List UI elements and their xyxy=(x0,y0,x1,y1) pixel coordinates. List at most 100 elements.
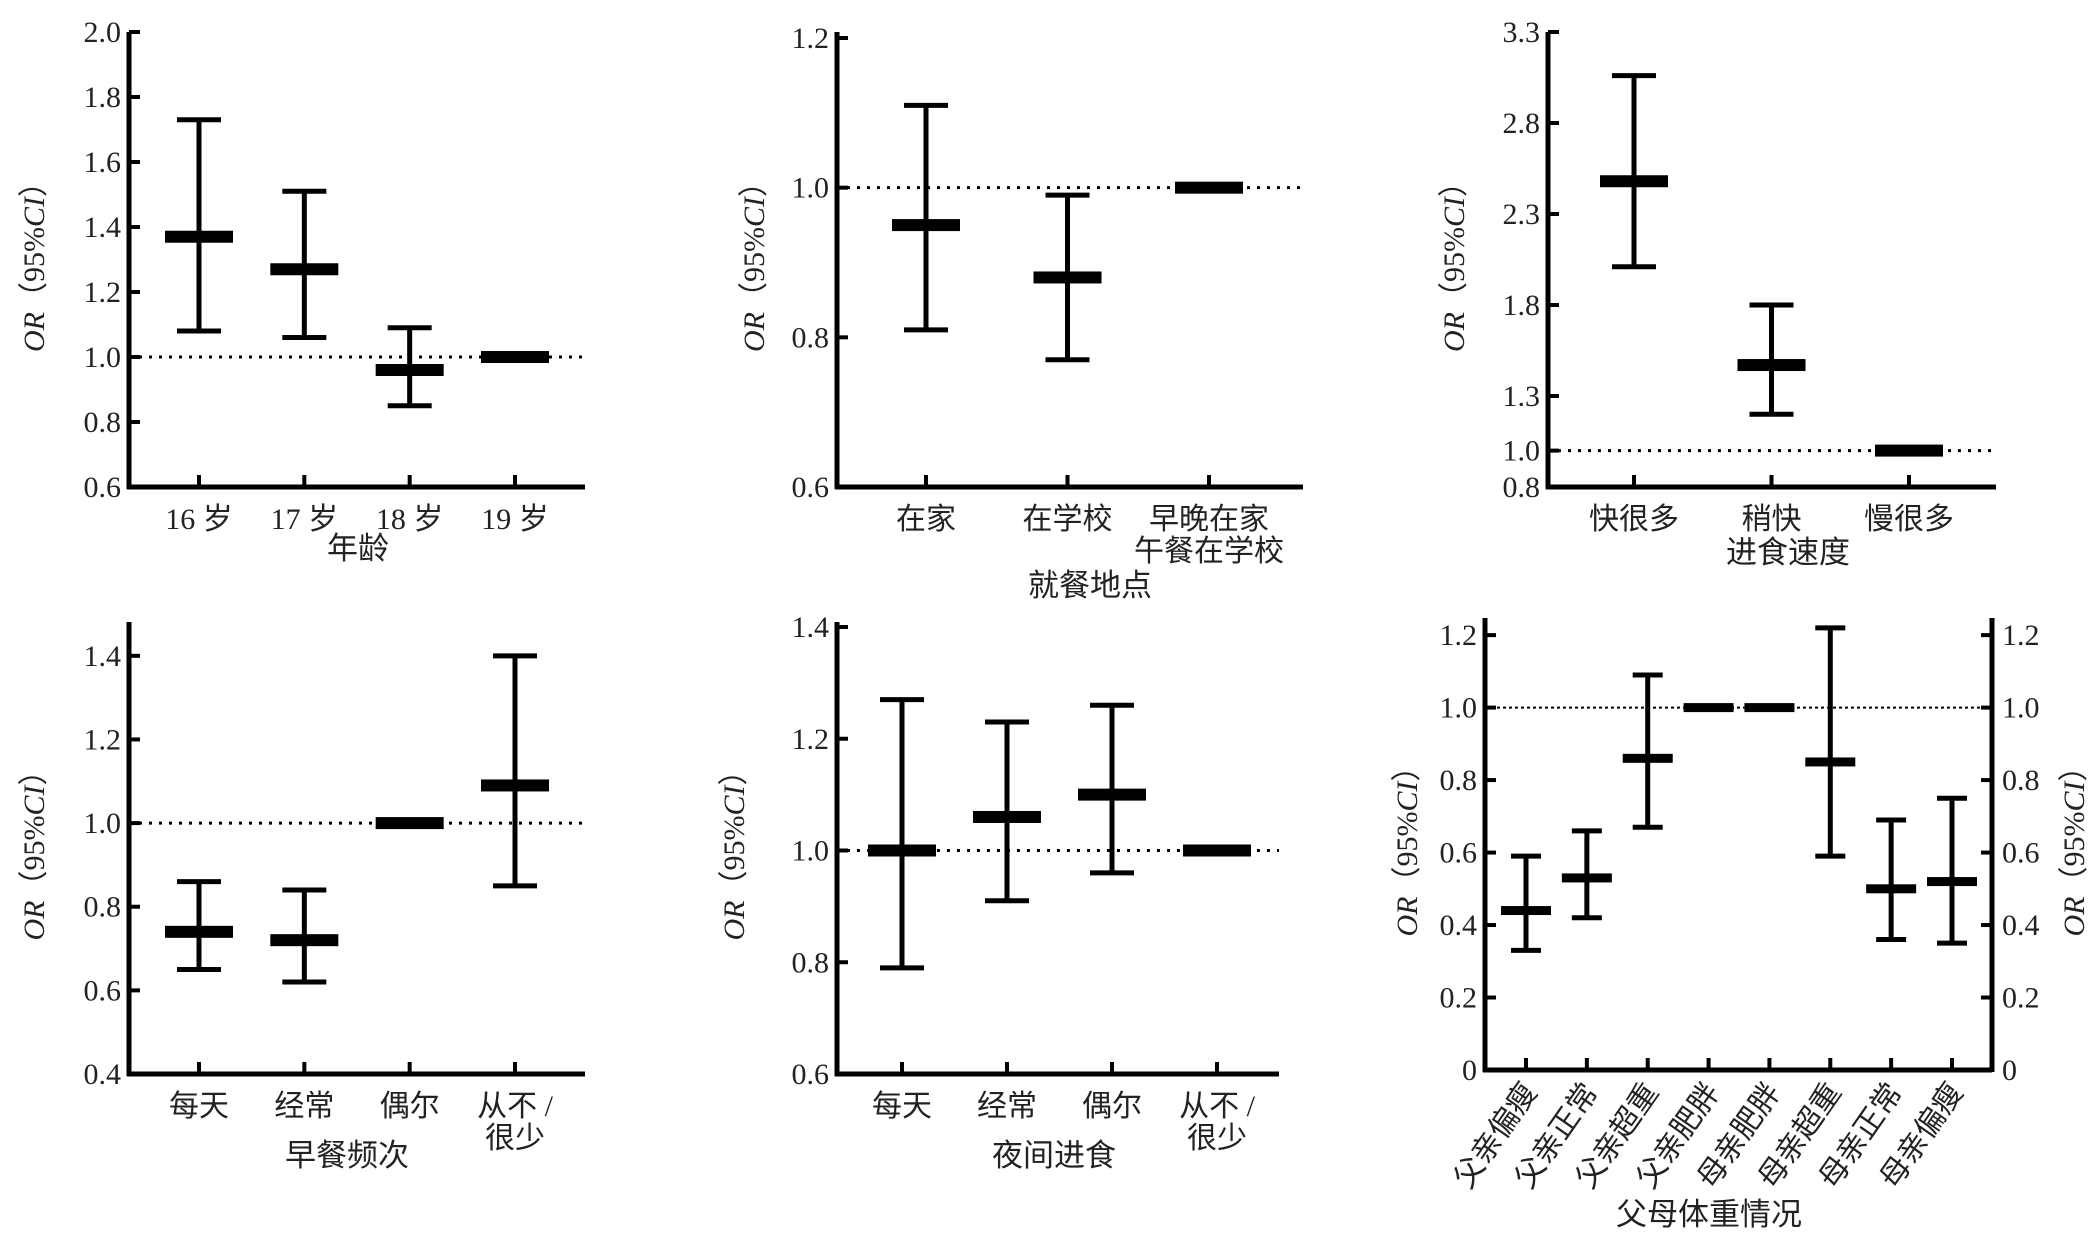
x-tick-label: 从不 / xyxy=(477,1090,553,1123)
error-bar xyxy=(1033,192,1102,363)
y-tick-label: 0.8 xyxy=(792,946,830,979)
error-bar xyxy=(1744,703,1795,713)
ylabel-or: OR xyxy=(738,312,771,352)
y-tick-label-right: 0.2 xyxy=(2002,982,2040,1015)
error-bar xyxy=(165,879,233,972)
y-tick-label: 0.4 xyxy=(84,1058,122,1091)
ylabel-ci-open: （95% xyxy=(2058,812,2091,897)
ylabel-ci-close: ） xyxy=(18,756,51,786)
x-tick-label: 18 岁 xyxy=(376,503,444,536)
ylabel-ci-open: （95% xyxy=(738,227,771,312)
x-tick-label: 经常 xyxy=(977,1090,1037,1123)
x-tick-label: 很少 xyxy=(1187,1122,1247,1155)
y-tick-label: 1.3 xyxy=(1503,380,1541,413)
error-bar xyxy=(270,188,339,340)
error-bar xyxy=(375,325,444,409)
ylabel-ci: CI xyxy=(718,783,751,815)
or-point-bar xyxy=(375,364,444,376)
y-axis-title: OR（95%CI） xyxy=(718,756,751,941)
y-tick-label: 0.6 xyxy=(792,471,830,504)
y-tick-label: 2.0 xyxy=(84,16,122,49)
y-tick-label: 1.2 xyxy=(1440,619,1478,652)
x-axis-title: 夜间进食 xyxy=(992,1138,1116,1173)
x-tick-label: 快很多 xyxy=(1589,503,1679,536)
chart-panel-1: 0.6 0.8 1.0 1.2 1.4 1.6 1.8 2.0 16 岁 17 岁 18 岁 19 岁… xyxy=(18,16,585,566)
y-tick-label: 0.6 xyxy=(792,1058,830,1091)
or-point-bar xyxy=(1600,175,1668,188)
x-tick-label: 16 岁 xyxy=(165,503,233,536)
or-point-bar xyxy=(270,934,339,947)
x-tick-label: 午餐在学校 xyxy=(1134,535,1284,568)
x-axis-title: 就餐地点 xyxy=(1028,568,1152,603)
or-point-bar xyxy=(165,925,233,938)
y-tick-label: 0.8 xyxy=(84,406,122,439)
x-axis-title: 早餐频次 xyxy=(285,1138,409,1173)
x-tick-label: 稍快 xyxy=(1742,503,1802,536)
x-tick-label: 从不 / xyxy=(1179,1090,1256,1123)
error-bar xyxy=(1805,625,1856,859)
ylabel-ci-close: ） xyxy=(18,167,51,197)
y-tick-label: 1.2 xyxy=(84,723,122,756)
x-tick-label: 19 岁 xyxy=(481,503,549,536)
x-tick-label: 很少 xyxy=(485,1122,545,1155)
ylabel-ci: CI xyxy=(2058,779,2091,811)
y-axis-title-right: OR（95%CI） xyxy=(2058,752,2091,937)
or-point-bar xyxy=(1683,703,1734,713)
y-tick-label: 1.0 xyxy=(84,807,122,840)
y-tick-label: 0.8 xyxy=(84,891,122,924)
x-tick-label: 偶尔 xyxy=(380,1090,440,1123)
y-tick-label: 0.2 xyxy=(1440,982,1478,1015)
or-point-bar xyxy=(1927,877,1977,887)
y-tick-label: 0.6 xyxy=(84,974,122,1007)
y-tick-label: 1.2 xyxy=(792,22,830,55)
y-tick-label: 0.8 xyxy=(1440,764,1478,797)
x-tick-label: 每天 xyxy=(169,1090,229,1123)
error-bar xyxy=(973,719,1041,904)
ylabel-or: OR xyxy=(18,901,51,941)
y-tick-label: 2.3 xyxy=(1503,198,1541,231)
error-bar xyxy=(1622,672,1673,830)
y-axis-title: OR（95%CI） xyxy=(18,756,51,941)
ylabel-ci-close: ） xyxy=(718,756,751,786)
y-tick-label: 1.2 xyxy=(84,276,122,309)
error-bar xyxy=(270,887,339,985)
y-tick-label: 1.0 xyxy=(792,835,830,868)
y-axis-title: OR（95%CI） xyxy=(1438,167,1471,352)
error-bar xyxy=(1683,703,1734,713)
ylabel-ci-open: （95% xyxy=(718,816,751,901)
ylabel-ci-close: ） xyxy=(738,167,771,197)
error-bar xyxy=(1501,853,1551,953)
y-tick-label: 1.0 xyxy=(1503,435,1541,468)
error-bar xyxy=(1866,817,1917,943)
or-point-bar xyxy=(1033,271,1102,284)
y-tick-label: 1.2 xyxy=(792,723,830,756)
y-tick-label: 1.0 xyxy=(1440,692,1478,725)
or-point-bar xyxy=(868,844,936,857)
x-axis-title: 父母体重情况 xyxy=(1616,1197,1802,1232)
or-point-bar xyxy=(1183,844,1251,857)
or-point-bar xyxy=(973,810,1041,823)
ylabel-or: OR xyxy=(1438,312,1471,352)
error-bar xyxy=(1561,828,1612,921)
x-tick-label: 在学校 xyxy=(1023,503,1113,536)
y-tick-label-right: 1.0 xyxy=(2002,692,2040,725)
error-bar xyxy=(1875,444,1943,457)
or-point-bar xyxy=(1622,753,1673,763)
error-bar xyxy=(481,653,549,889)
ylabel-ci-open: （95% xyxy=(18,816,51,901)
y-tick-label: 1.6 xyxy=(84,146,122,179)
ylabel-ci-close: ） xyxy=(2058,752,2091,782)
x-axis-title: 年龄 xyxy=(327,531,389,566)
x-tick-label: 17 岁 xyxy=(271,503,339,536)
ylabel-or: OR xyxy=(2058,897,2091,937)
x-tick-label: 偶尔 xyxy=(1082,1090,1142,1123)
y-tick-label: 1.0 xyxy=(792,172,830,205)
ylabel-ci-open: （95% xyxy=(18,227,51,312)
error-bar xyxy=(1600,73,1668,270)
or-point-bar xyxy=(1866,884,1917,894)
y-axis-title: OR（95%CI） xyxy=(1391,752,1424,937)
or-point-bar xyxy=(1744,703,1795,713)
or-point-bar xyxy=(1561,873,1612,883)
or-point-bar xyxy=(1175,181,1243,194)
or-point-bar xyxy=(270,263,339,276)
